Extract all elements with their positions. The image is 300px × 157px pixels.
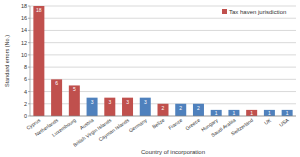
data-label: 1	[286, 110, 289, 116]
category-label: Switzerland	[230, 117, 255, 137]
data-label: 5	[73, 86, 76, 92]
category-label: USA	[278, 117, 290, 128]
bars	[33, 6, 292, 116]
bar	[193, 104, 204, 116]
category-label: UK	[263, 117, 273, 126]
data-label: 2	[179, 105, 182, 111]
tick-label: 2	[24, 101, 27, 107]
y-axis-title: Standard errors (No.)	[4, 35, 10, 87]
tick-label: 4	[24, 89, 27, 95]
bar	[228, 110, 239, 116]
category-label: Greece	[184, 117, 201, 131]
category-label: Belize	[151, 117, 166, 130]
bar	[264, 110, 275, 116]
grid-line	[30, 67, 296, 68]
bar	[69, 85, 80, 116]
bar	[158, 104, 169, 116]
tick-label: 12	[21, 40, 27, 46]
grid-line	[30, 30, 296, 31]
data-label: 18	[36, 7, 42, 13]
data-label: 6	[55, 80, 58, 86]
grid-line	[30, 6, 296, 7]
category-label: Luxembourg	[51, 117, 77, 138]
bar	[33, 6, 44, 116]
category-label: Germany	[128, 117, 149, 134]
bar	[104, 98, 115, 116]
data-label: 3	[108, 99, 111, 105]
data-label: 3	[91, 99, 94, 105]
bar	[246, 110, 257, 116]
grid-line	[30, 18, 296, 19]
data-label: 1	[215, 110, 218, 116]
y-axis	[30, 6, 31, 116]
data-label: 1	[250, 110, 253, 116]
chart: 0246810121416181865333322211111CyprusNet…	[0, 0, 300, 157]
tick-label: 14	[21, 27, 27, 33]
category-label: Cayman Islands	[97, 117, 130, 143]
bar	[282, 110, 293, 116]
data-label: 1	[268, 110, 271, 116]
tick-label: 10	[21, 52, 27, 58]
x-axis-title: Country of incorporation	[141, 149, 205, 155]
tick-label: 0	[24, 113, 27, 119]
category-label: France	[167, 117, 183, 131]
bar	[175, 104, 186, 116]
grid-line	[30, 42, 296, 43]
grid-line	[30, 79, 296, 80]
grid-line	[30, 54, 296, 55]
data-label: 3	[126, 99, 129, 105]
bar	[51, 79, 62, 116]
legend-swatch	[222, 9, 227, 14]
legend-label: Tax haven jurisdiction	[229, 9, 286, 15]
bar	[122, 98, 133, 116]
bar	[87, 98, 98, 116]
data-label: 2	[162, 105, 165, 111]
x-axis	[30, 116, 296, 117]
tick-label: 18	[21, 3, 27, 9]
tick-label: 8	[24, 64, 27, 70]
tick-label: 16	[21, 15, 27, 21]
data-label: 2	[197, 105, 200, 111]
bar	[140, 98, 151, 116]
data-label: 1	[233, 110, 236, 116]
bar	[211, 110, 222, 116]
tick-label: 6	[24, 76, 27, 82]
data-label: 3	[144, 99, 147, 105]
